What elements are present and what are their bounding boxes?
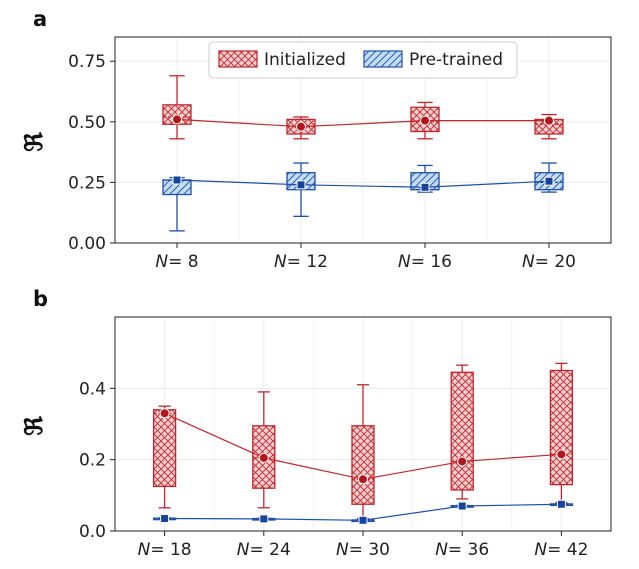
legend-swatch-pre-trained [363, 50, 403, 68]
panel-a-pre-trained-mean-line [176, 179, 550, 188]
panel-a-xtick-label-2: N= 16 [398, 252, 452, 272]
panel-a-initialized-mean-point-2 [420, 115, 430, 126]
panel-b-xtick-label-1: N= 24 [237, 540, 291, 560]
panel-b-pre-trained-mean-point-2 [358, 515, 368, 525]
panel-a: a ℜ 0.00 0.25 0.50 0.75 N= 8 N= 12 N= 16 N= 20… [19, 7, 612, 272]
panel-b-initialized-iqr-0 [152, 409, 177, 488]
panel-a-pre-trained-mean-point-0 [172, 175, 182, 185]
panel-b-initialized-iqr-4 [549, 369, 574, 486]
panel-b-ytick-label-1: 0.2 [79, 451, 106, 471]
panel-b-initialized-box-1 [252, 391, 276, 509]
panel-b-initialized-box-3 [450, 364, 474, 500]
panel-b-initialized-iqr-3 [450, 371, 474, 491]
panel-a-ytick-label-1: 0.25 [68, 173, 106, 193]
panel-a-x-axis: N= 8 N= 12 N= 16 N= 20 [155, 243, 576, 272]
panel-b-initialized-mean-point-1 [258, 452, 269, 463]
panel-b-xtick-label-4: N= 42 [534, 540, 588, 560]
panel-a-ytick-label-0: 0.00 [68, 234, 106, 254]
panel-a-initialized-box-3 [534, 113, 564, 140]
panel-b-xtick-label-0: N= 18 [138, 540, 192, 560]
panel-a-initialized-mean-point-1 [296, 121, 306, 132]
panel-a-pre-trained-box-1 [286, 162, 316, 217]
legend-label-pre-trained: Pre-trained [409, 50, 503, 70]
panel-b-initialized-mean-point-2 [358, 474, 368, 485]
panel-b-x-axis: N= 18 N= 24 N= 30 N= 36 N= 42 [138, 531, 588, 560]
panel-b-ytick-label-2: 0.4 [79, 379, 106, 399]
legend-swatch-initialized [218, 50, 258, 68]
panel-a-initialized-mean-line [176, 118, 549, 128]
panel-a-boxes [162, 75, 564, 232]
panel-b-initialized-mean-point-0 [159, 408, 170, 419]
panel-a-pre-trained-box-0 [162, 176, 192, 232]
panel-b-xtick-label-3: N= 36 [435, 540, 489, 560]
panel-b: b ℜ 0.0 0.2 0.4 N= 18 N= 24 N= 30 N= 36 N= 42 [19, 287, 612, 560]
panel-a-pre-trained-mean-point-1 [296, 180, 306, 190]
panel-b-initialized-box-4 [549, 362, 574, 504]
panel-b-label: b [33, 287, 48, 311]
panel-b-y-axis: 0.0 0.2 0.4 [79, 379, 115, 542]
panel-b-ytick-label-0: 0.0 [79, 522, 106, 542]
panel-a-xtick-label-0: N= 8 [155, 252, 198, 272]
panel-a-ylabel: ℜ [19, 132, 48, 152]
panel-b-pre-trained-mean-point-1 [259, 514, 269, 524]
legend-label-initialized: Initialized [264, 50, 346, 70]
panel-a-legend: Initialized Pre-trained [208, 41, 518, 79]
panel-a-pre-trained-box-2 [410, 164, 440, 193]
legend-frame [208, 41, 518, 79]
panel-a-xtick-label-3: N= 20 [522, 252, 576, 272]
panel-b-xtick-label-2: N= 30 [336, 540, 390, 560]
panel-b-initialized-box-2 [351, 384, 375, 520]
panel-a-xtick-label-1: N= 12 [274, 252, 328, 272]
panel-b-pre-trained-mean-point-0 [160, 514, 170, 524]
panel-b-pre-trained-mean-point-4 [556, 499, 566, 509]
panel-a-pre-trained-mean-point-2 [420, 182, 430, 192]
panel-b-boxes [152, 362, 574, 525]
panel-b-initialized-mean-point-4 [556, 449, 567, 460]
panel-b-initialized-box-0 [152, 405, 177, 509]
panel-a-ytick-label-2: 0.50 [68, 113, 106, 133]
panel-a-frame [114, 36, 612, 244]
panel-a-initialized-box-0 [162, 75, 192, 140]
panel-a-initialized-mean-point-3 [544, 115, 554, 126]
panel-a-y-axis: 0.00 0.25 0.50 0.75 [68, 52, 115, 254]
panel-b-ylabel: ℜ [19, 416, 48, 436]
panel-b-initialized-iqr-2 [351, 425, 375, 505]
panel-b-initialized-mean-point-3 [457, 456, 468, 467]
panel-b-pre-trained-mean-point-3 [457, 501, 467, 511]
panel-a-label: a [33, 7, 47, 31]
panel-a-initialized-mean-point-0 [172, 114, 182, 125]
panel-a-ytick-label-3: 0.75 [68, 52, 106, 72]
panel-a-pre-trained-mean-point-3 [544, 176, 554, 186]
